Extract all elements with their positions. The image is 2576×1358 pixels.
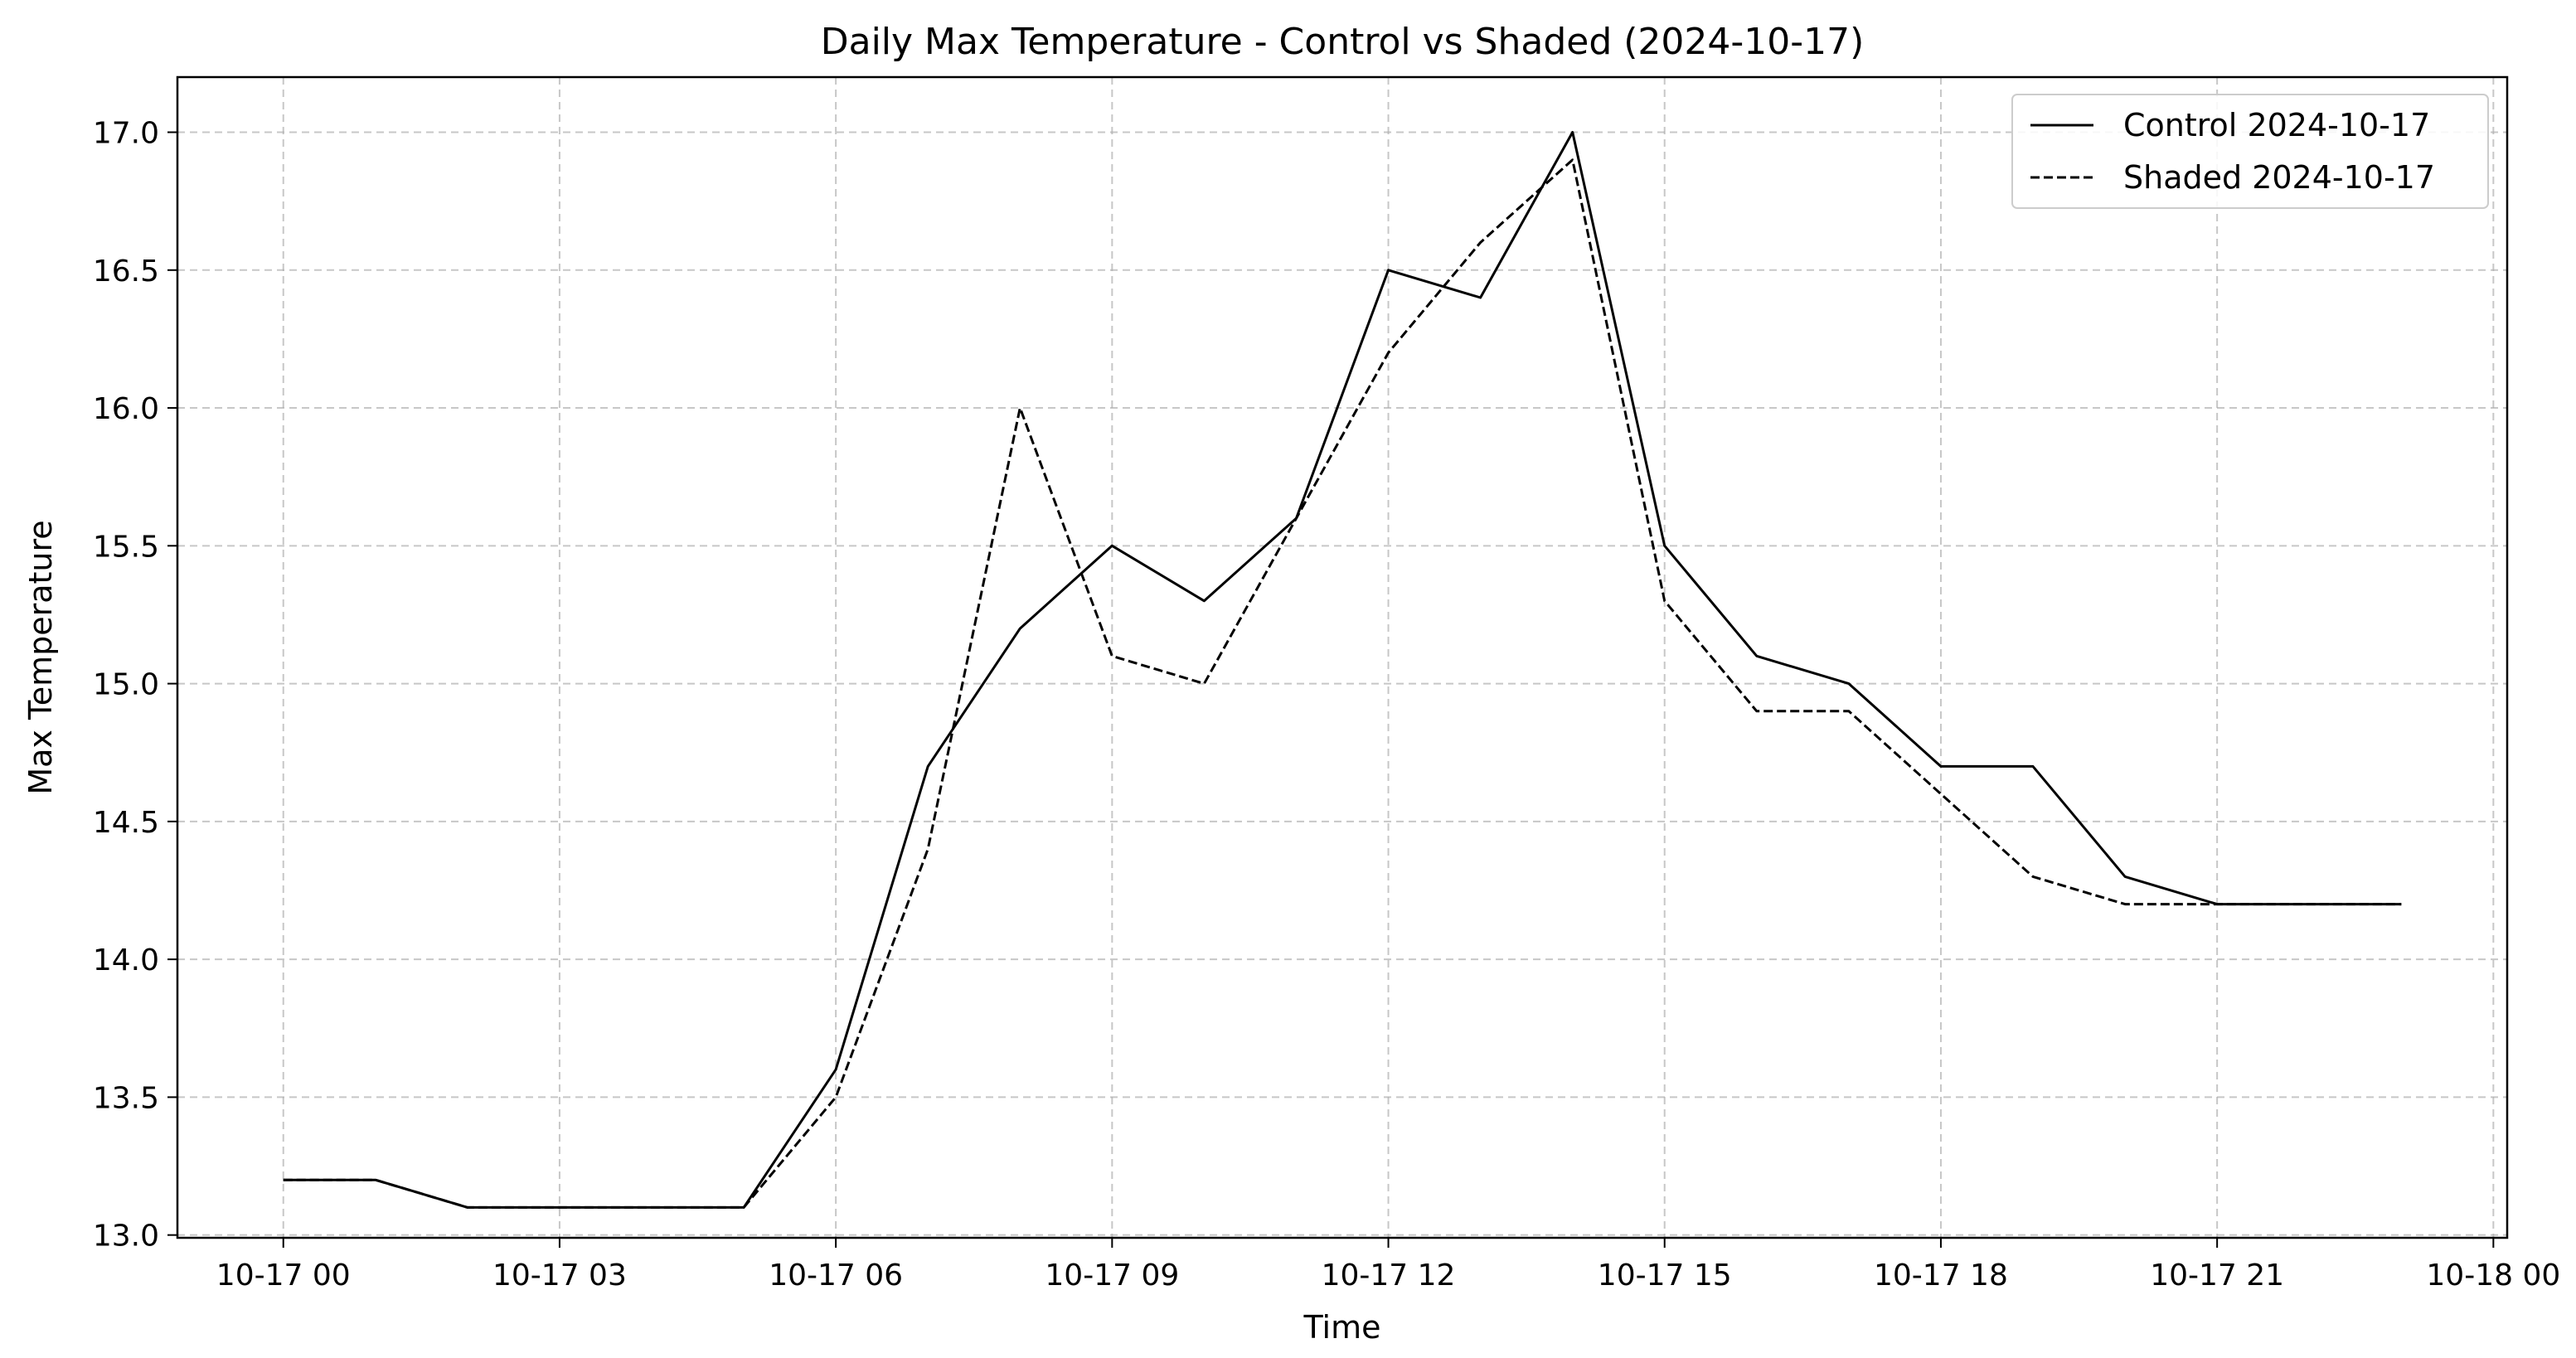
legend-box bbox=[2011, 94, 2489, 209]
y-tick-label: 16.0 bbox=[93, 392, 159, 426]
x-axis-ticks: 10-17 00 10-17 03 10-17 06 10-17 09 10-17 12… bbox=[216, 1238, 2560, 1293]
x-tick-label: 10-17 18 bbox=[1874, 1259, 2008, 1293]
axes-frame bbox=[176, 75, 2509, 1239]
x-tick-label: 10-17 09 bbox=[1045, 1259, 1179, 1293]
y-tick-label: 17.0 bbox=[93, 117, 159, 151]
series-line-control bbox=[283, 131, 2402, 1209]
y-tick-label: 15.0 bbox=[93, 668, 159, 702]
y-tick-label: 15.5 bbox=[93, 530, 159, 564]
x-tick-label: 10-17 06 bbox=[769, 1259, 903, 1293]
x-tick-label: 10-17 03 bbox=[492, 1259, 627, 1293]
series-line-shaded bbox=[283, 158, 2402, 1209]
legend: Control 2024-10-17 Shaded 2024-10-17 bbox=[2011, 94, 2489, 209]
y-tick-label: 13.0 bbox=[93, 1220, 159, 1254]
y-tick-label: 14.0 bbox=[93, 943, 159, 977]
y-tick-label: 14.5 bbox=[93, 806, 159, 840]
x-axis-label: Time bbox=[1303, 1309, 1381, 1346]
x-tick-label: 10-17 15 bbox=[1598, 1259, 1732, 1293]
y-tick-label: 13.5 bbox=[93, 1081, 159, 1115]
chart-title: Daily Max Temperature - Control vs Shade… bbox=[821, 21, 1865, 63]
x-tick-label: 10-17 12 bbox=[1322, 1259, 1456, 1293]
x-tick-label: 10-17 00 bbox=[216, 1259, 351, 1293]
legend-label: Control 2024-10-17 bbox=[2123, 107, 2430, 143]
y-axis-label: Max Temperature bbox=[22, 520, 59, 794]
legend-label: Shaded 2024-10-17 bbox=[2123, 159, 2435, 196]
x-tick-label: 10-18 00 bbox=[2426, 1259, 2560, 1293]
series-lines bbox=[283, 131, 2402, 1209]
y-axis-ticks: 13.0 13.5 14.0 14.5 15.0 15.5 16.0 16.5 17.0 bbox=[93, 117, 177, 1254]
x-tick-label: 10-17 21 bbox=[2150, 1259, 2284, 1293]
y-tick-label: 16.5 bbox=[93, 255, 159, 289]
